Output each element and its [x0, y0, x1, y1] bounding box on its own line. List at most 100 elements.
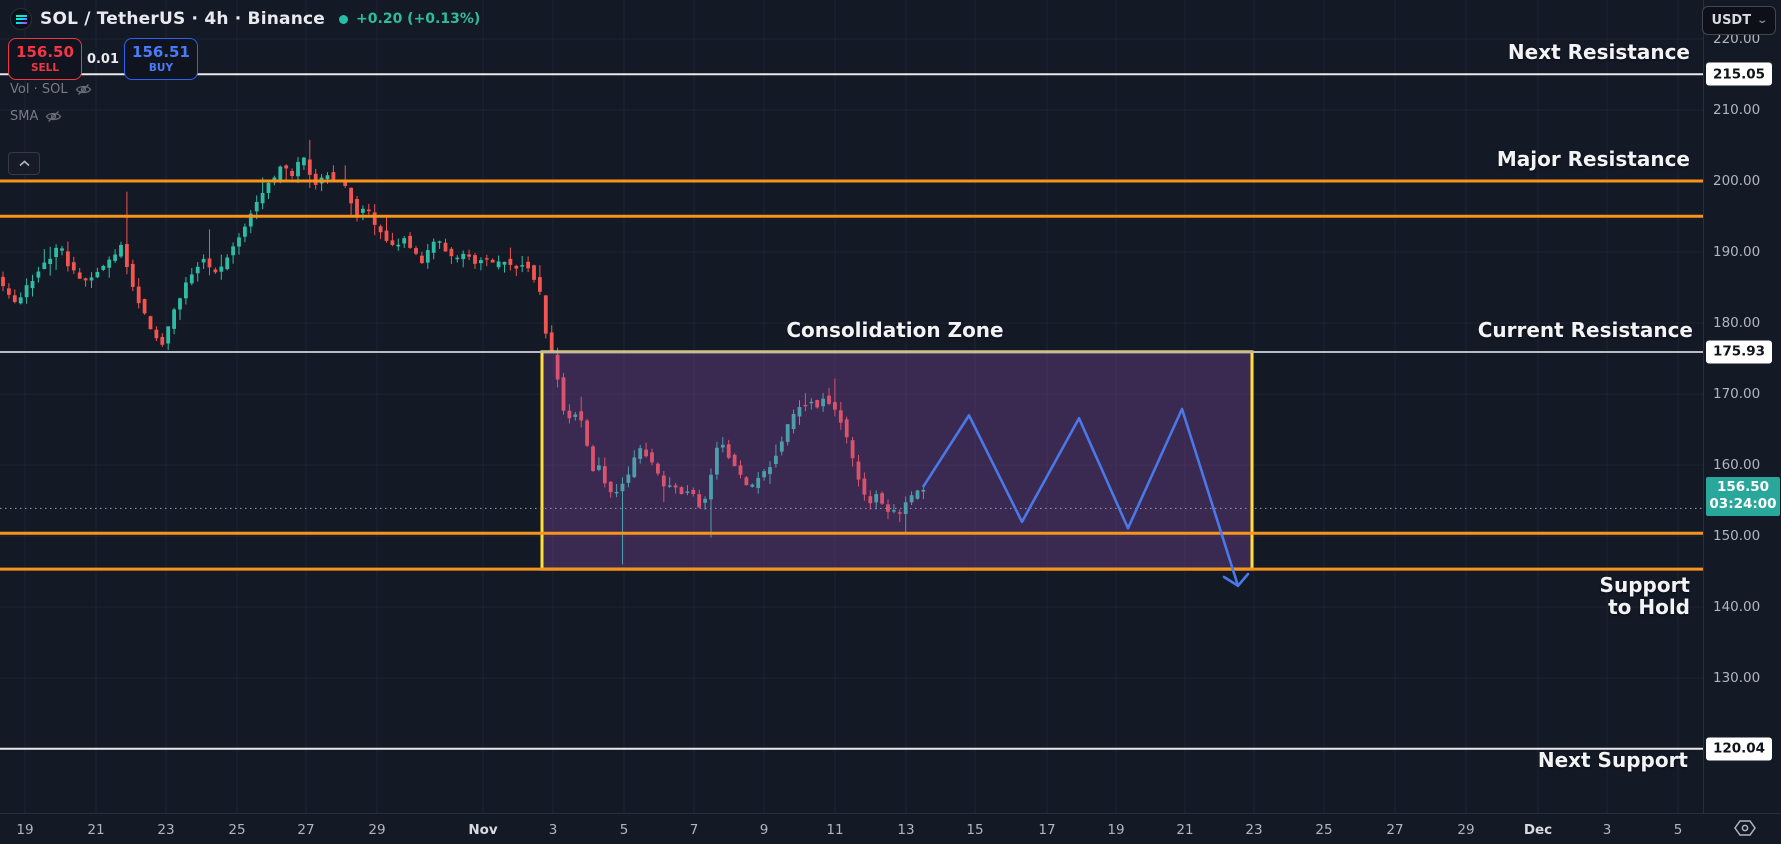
sell-button[interactable]: 156.50 SELL: [8, 38, 82, 80]
price-tick-label: 130.00: [1713, 670, 1761, 687]
buy-button[interactable]: 156.51 BUY: [124, 38, 198, 80]
annotation-support-to-hold[interactable]: Support to Hold: [1599, 573, 1690, 619]
collapse-legend-button[interactable]: [8, 152, 40, 175]
annotation-consolidation-zone[interactable]: Consolidation Zone: [786, 318, 1004, 342]
candle-body: [172, 309, 176, 329]
candle-body: [125, 244, 129, 268]
order-panel: 156.50 SELL 0.01 156.51 BUY: [8, 38, 198, 80]
candle-body: [538, 277, 542, 292]
candle-body: [130, 263, 135, 287]
time-tick-label: 25: [228, 822, 246, 838]
candle-body: [809, 401, 814, 404]
indicator-row-volume[interactable]: Vol · SOL: [10, 82, 92, 97]
candle-body: [243, 226, 247, 237]
eye-off-icon[interactable]: [45, 110, 62, 123]
candle-body: [119, 244, 123, 257]
time-tick-label: 5: [619, 822, 629, 838]
candle-body: [425, 250, 430, 263]
currency-label: USDT: [1711, 13, 1752, 28]
candle-body: [148, 316, 153, 330]
projection-zigzag[interactable]: [921, 407, 1240, 587]
consolidation-zone-box[interactable]: [540, 350, 1254, 571]
time-axis[interactable]: 19 21 23 25 27 29 Nov 3 5 7 9 11 13 15 17 19 21 23 25 27 29 D…: [0, 813, 1781, 844]
projection-arrowhead: [1236, 572, 1250, 588]
candle-body: [266, 182, 271, 194]
time-tick-label: 9: [759, 822, 769, 838]
level-price-label: 120.04: [1706, 737, 1772, 761]
candle-body: [591, 446, 595, 472]
candle-body: [455, 257, 460, 260]
candle-body: [60, 248, 64, 251]
annotation-current-resistance[interactable]: Current Resistance: [1477, 318, 1693, 342]
candle-body: [508, 258, 513, 265]
candle-body: [720, 444, 725, 448]
time-tick-label: 11: [826, 822, 844, 838]
time-tick-label: 29: [1457, 822, 1475, 838]
candle-body: [431, 241, 436, 253]
sell-label: SELL: [30, 61, 60, 74]
candle-body: [302, 157, 306, 166]
candle-body: [18, 297, 23, 304]
chart-canvas[interactable]: [0, 0, 1703, 813]
sma-indicator-label: SMA: [10, 109, 39, 124]
sell-price: 156.50: [16, 43, 74, 62]
candle-body: [715, 447, 719, 475]
symbol-title[interactable]: SOL / TetherUS · 4h · Binance: [40, 9, 326, 29]
currency-dropdown[interactable]: USDT ⌄: [1702, 6, 1776, 35]
candle-body: [821, 398, 825, 407]
time-tick-label: 19: [16, 822, 34, 838]
price-tick-label: 160.00: [1713, 457, 1761, 474]
candle-body: [779, 441, 784, 452]
candle-body: [54, 247, 58, 258]
time-tick-label: Dec: [1523, 822, 1553, 838]
candle-body: [473, 255, 477, 264]
candle-body: [461, 253, 466, 260]
candle-body: [597, 465, 601, 470]
candle-body: [520, 265, 525, 267]
candle-body: [638, 448, 643, 459]
indicator-row-sma[interactable]: SMA: [10, 109, 62, 124]
candle-body: [490, 259, 495, 263]
candle-body: [89, 277, 94, 281]
candle-body: [349, 187, 353, 204]
candle-body: [77, 272, 82, 279]
axis-settings-hex-icon[interactable]: [1734, 818, 1756, 838]
candle-body: [709, 474, 713, 500]
candle-body: [213, 269, 218, 273]
candle-body: [626, 474, 631, 483]
candle-body: [579, 411, 584, 421]
time-tick-label: 15: [966, 822, 984, 838]
candle-body: [555, 354, 560, 380]
candle-body: [573, 414, 578, 417]
candle-body: [343, 181, 348, 186]
candle-body: [838, 410, 843, 423]
candle-body: [726, 444, 731, 458]
candle-body: [366, 209, 371, 212]
candle-body: [549, 332, 554, 352]
candle-body: [679, 487, 684, 495]
price-tick-label: 140.00: [1713, 599, 1761, 616]
time-tick-label: 3: [548, 822, 558, 838]
annotation-major-resistance[interactable]: Major Resistance: [1496, 147, 1690, 171]
price-axis[interactable]: 220.00 210.00 200.00 190.00 180.00 170.00 160.…: [1703, 0, 1781, 813]
candle-body: [514, 265, 519, 269]
candle-body: [467, 254, 471, 257]
candle-body: [36, 271, 41, 278]
price-change-text: +0.20 (+0.13%): [356, 11, 481, 27]
candle-body: [797, 407, 802, 417]
candle-body: [154, 329, 159, 339]
candle-body: [608, 481, 613, 493]
candle-body: [856, 461, 861, 480]
candle-body: [803, 404, 808, 407]
candle-body: [101, 265, 106, 270]
symbol-header[interactable]: SOL / TetherUS · 4h · Binance +0.20 (+0.…: [10, 8, 480, 30]
annotation-next-resistance[interactable]: Next Resistance: [1507, 40, 1690, 64]
candle-body: [95, 271, 100, 278]
candle-body: [201, 258, 206, 263]
candle-body: [414, 248, 418, 254]
chevron-down-icon: ⌄: [1756, 15, 1769, 26]
price-tick-label: 210.00: [1713, 102, 1761, 119]
candle-body: [7, 288, 11, 295]
annotation-next-support[interactable]: Next Support: [1537, 748, 1688, 772]
eye-off-icon[interactable]: [75, 83, 92, 96]
